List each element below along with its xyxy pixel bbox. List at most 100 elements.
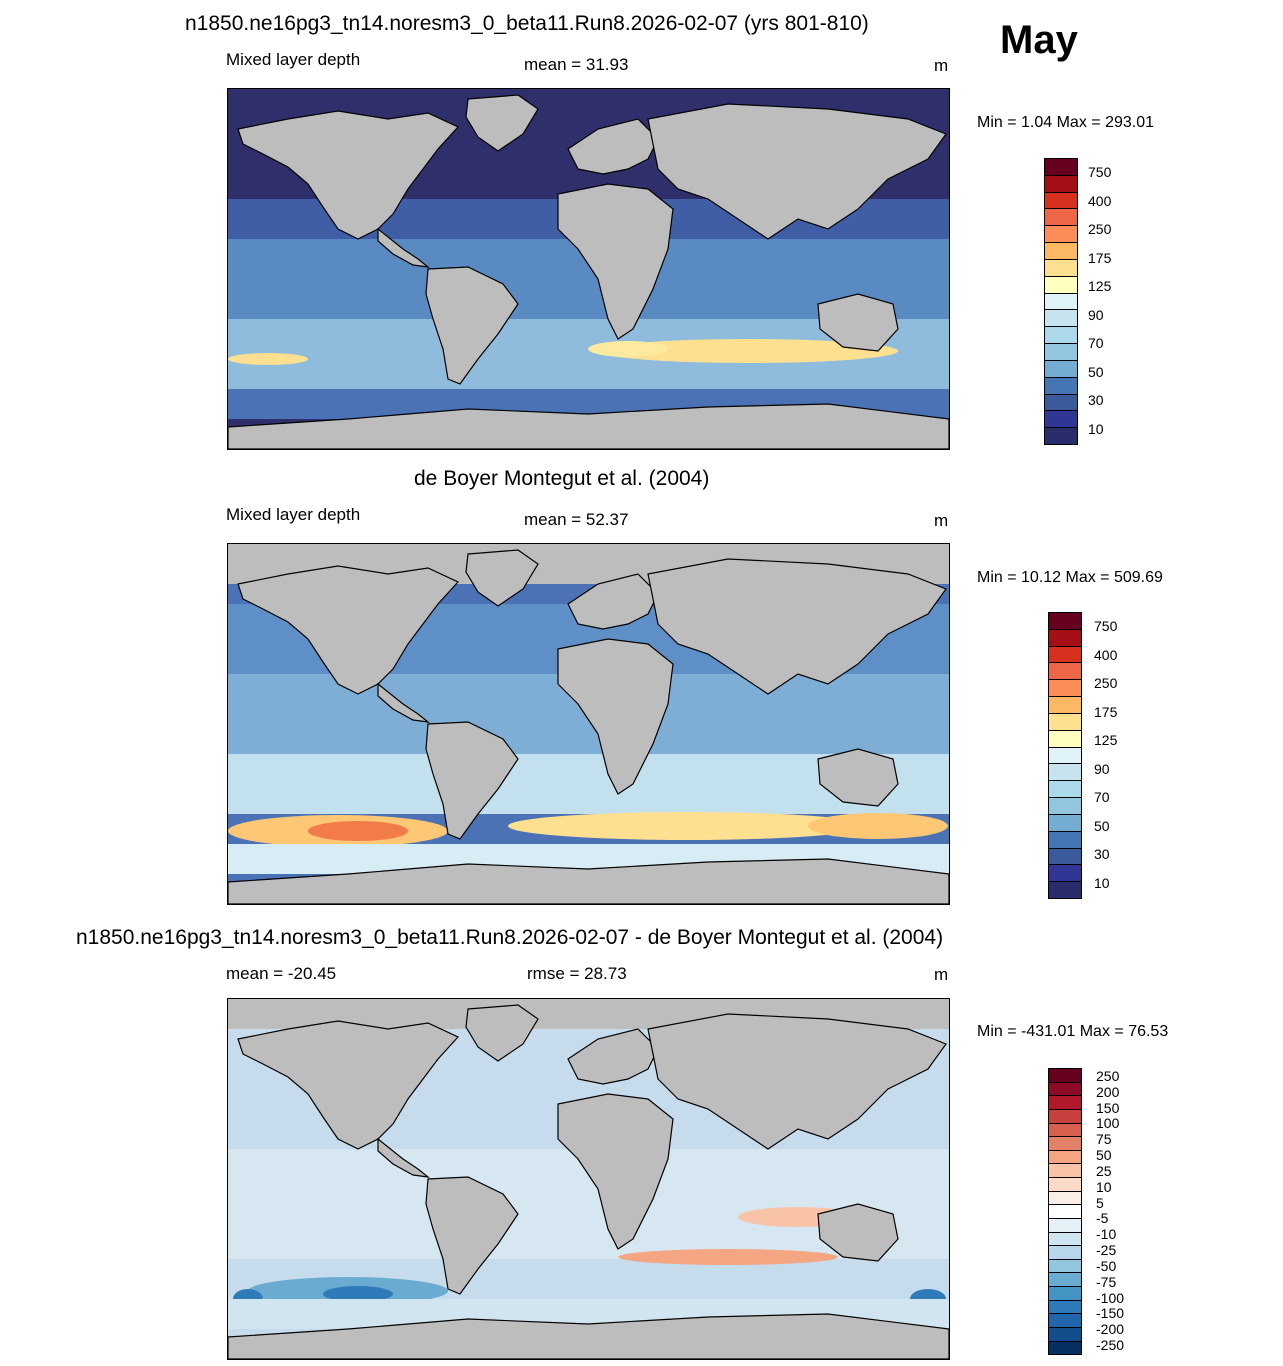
colorbar-tick-label: -5 xyxy=(1096,1210,1109,1227)
colorbar-swatch xyxy=(1049,831,1081,849)
colorbar-tick-label: 400 xyxy=(1088,192,1112,209)
colorbar-swatch xyxy=(1049,882,1081,899)
panel-diff-title: n1850.ne16pg3_tn14.noresm3_0_beta11.Run8… xyxy=(76,926,944,949)
colorbar-swatch xyxy=(1049,1205,1081,1219)
colorbar-swatch xyxy=(1045,192,1077,210)
colorbar-swatch xyxy=(1049,781,1081,799)
colorbar-swatch xyxy=(1045,428,1077,445)
colorbar-swatch xyxy=(1045,377,1077,395)
diff-map-canvas xyxy=(228,999,949,1359)
panel-diff-units-label: m xyxy=(934,965,949,984)
colorbar-tick-label: 250 xyxy=(1096,1067,1120,1084)
colorbar-tick-label: 50 xyxy=(1096,1147,1112,1164)
colorbar-tick-label: 100 xyxy=(1096,1115,1120,1132)
colorbar-swatch xyxy=(1049,613,1081,630)
panel-obs-units-label: m xyxy=(934,511,949,530)
colorbar-swatch xyxy=(1045,327,1077,345)
month-label: May xyxy=(1000,18,1078,62)
colorbar-tick-label: -200 xyxy=(1096,1321,1125,1338)
colorbar-tick-label: 175 xyxy=(1088,249,1112,266)
colorbar-tick-label: 10 xyxy=(1088,420,1104,437)
colorbar-swatch xyxy=(1049,1082,1081,1097)
colorbar-tick-label: 750 xyxy=(1088,164,1112,181)
panel-diff-mean-label: mean = -20.45 xyxy=(226,964,337,983)
colorbar-tick-label: 250 xyxy=(1094,675,1118,692)
colorbar-tick-label: -10 xyxy=(1096,1226,1117,1243)
colorbar-swatch xyxy=(1045,159,1077,176)
colorbar-tick-label: 10 xyxy=(1094,874,1110,891)
panel-diff-rmse-label: rmse = 28.73 xyxy=(527,964,627,983)
colorbar-swatch xyxy=(1045,310,1077,328)
colorbar-tick-label: 70 xyxy=(1088,335,1104,352)
colorbar-tick-label: 90 xyxy=(1088,306,1104,323)
colorbar-tick-label: 70 xyxy=(1094,789,1110,806)
colorbar-swatch xyxy=(1049,814,1081,832)
colorbar-swatch xyxy=(1049,1259,1081,1274)
colorbar-swatch xyxy=(1049,1123,1081,1138)
colorbar-swatch xyxy=(1049,1191,1081,1206)
obs-map-canvas xyxy=(228,544,949,904)
colorbar-swatch xyxy=(1049,1109,1081,1124)
panel-model-units-label: m xyxy=(934,56,949,75)
colorbar-tick-label: -75 xyxy=(1096,1273,1117,1290)
panel-model-colorbar xyxy=(1044,158,1078,445)
colorbar-swatch xyxy=(1045,243,1077,260)
colorbar-swatch xyxy=(1049,1341,1081,1355)
colorbar-tick-label: 400 xyxy=(1094,646,1118,663)
colorbar-swatch xyxy=(1049,1164,1081,1178)
panel-obs-variable-label: Mixed layer depth xyxy=(226,505,361,524)
panel-diff-minmax-label: Min = -431.01 Max = 76.53 xyxy=(977,1023,1169,1040)
panel-model-minmax-label: Min = 1.04 Max = 293.01 xyxy=(977,114,1154,131)
colorbar-swatch xyxy=(1049,629,1081,647)
colorbar-tick-label: 200 xyxy=(1096,1083,1120,1100)
colorbar-swatch xyxy=(1049,1246,1081,1260)
colorbar-swatch xyxy=(1049,1150,1081,1165)
colorbar-tick-label: 5 xyxy=(1096,1194,1104,1211)
colorbar-swatch xyxy=(1049,1178,1081,1192)
colorbar-tick-label: -100 xyxy=(1096,1289,1125,1306)
panel-obs-mean-label: mean = 52.37 xyxy=(524,510,629,529)
colorbar-swatch xyxy=(1049,713,1081,731)
colorbar-swatch xyxy=(1049,1273,1081,1287)
colorbar-swatch xyxy=(1045,276,1077,294)
colorbar-swatch xyxy=(1045,344,1077,361)
colorbar-tick-label: 50 xyxy=(1088,363,1104,380)
colorbar-swatch xyxy=(1049,1314,1081,1328)
colorbar-swatch xyxy=(1049,663,1081,681)
colorbar-swatch xyxy=(1049,764,1081,782)
colorbar-tick-label: 250 xyxy=(1088,221,1112,238)
colorbar-tick-label: 50 xyxy=(1094,817,1110,834)
colorbar-swatch xyxy=(1045,411,1077,429)
colorbar-swatch xyxy=(1045,394,1077,412)
panel-obs-colorbar xyxy=(1048,612,1082,899)
colorbar-tick-label: -25 xyxy=(1096,1242,1117,1259)
colorbar-swatch xyxy=(1045,293,1077,311)
colorbar-tick-label: 175 xyxy=(1094,703,1118,720)
colorbar-swatch xyxy=(1045,259,1077,277)
colorbar-swatch xyxy=(1045,226,1077,244)
colorbar-swatch xyxy=(1049,730,1081,748)
colorbar-tick-label: -250 xyxy=(1096,1337,1125,1354)
panel-obs-minmax-label: Min = 10.12 Max = 509.69 xyxy=(977,569,1163,586)
colorbar-swatch xyxy=(1049,1300,1081,1315)
colorbar-swatch xyxy=(1045,360,1077,378)
panel-model-title: n1850.ne16pg3_tn14.noresm3_0_beta11.Run8… xyxy=(185,12,869,35)
colorbar-tick-label: -50 xyxy=(1096,1257,1117,1274)
panel-obs-title: de Boyer Montegut et al. (2004) xyxy=(414,467,710,490)
colorbar-tick-label: 125 xyxy=(1088,278,1112,295)
colorbar-swatch xyxy=(1049,1137,1081,1151)
panel-obs-map xyxy=(227,543,950,905)
panel-model-map xyxy=(227,88,950,450)
colorbar-swatch xyxy=(1049,798,1081,815)
colorbar-swatch xyxy=(1045,209,1077,227)
colorbar-swatch xyxy=(1049,1096,1081,1110)
colorbar-tick-label: 150 xyxy=(1096,1099,1120,1116)
colorbar-swatch xyxy=(1049,865,1081,883)
panel-diff-colorbar xyxy=(1048,1068,1082,1355)
colorbar-tick-label: 30 xyxy=(1094,846,1110,863)
model-map-canvas xyxy=(228,89,949,449)
colorbar-swatch xyxy=(1049,646,1081,664)
colorbar-tick-label: 125 xyxy=(1094,732,1118,749)
colorbar-swatch xyxy=(1049,697,1081,714)
colorbar-swatch xyxy=(1045,175,1077,193)
